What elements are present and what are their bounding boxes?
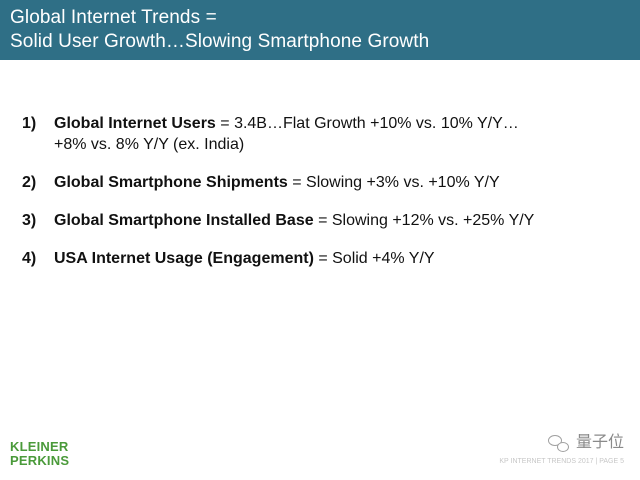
- bullet-item-1: 1) Global Internet Users = 3.4B…Flat Gro…: [22, 113, 622, 155]
- slide-header: Global Internet Trends = Solid User Grow…: [0, 0, 640, 60]
- bullet-number: 4): [22, 250, 37, 267]
- watermark-group: 量子位: [547, 434, 624, 468]
- bullet-text: Global Internet Users = 3.4B…Flat Growth…: [54, 113, 622, 155]
- wechat-bubble-small: [556, 442, 569, 452]
- bullet-bold-text: Global Internet Users: [54, 115, 216, 132]
- bullet-text: USA Internet Usage (Engagement) = Solid …: [54, 248, 622, 269]
- bullet-bold-text: Global Smartphone Installed Base: [54, 212, 314, 229]
- page-footer: KP INTERNET TRENDS 2017 | PAGE 5: [499, 458, 624, 465]
- bullet-text: Global Smartphone Installed Base = Slowi…: [54, 210, 622, 231]
- bullet-number: 1): [22, 115, 37, 132]
- watermark-text: 量子位: [575, 434, 624, 451]
- slide-title-line-2: Solid User Growth…Slowing Smartphone Gro…: [10, 31, 430, 52]
- bullet-list: 1) Global Internet Users = 3.4B…Flat Gro…: [22, 113, 622, 286]
- logo-line-2: PERKINS: [10, 453, 70, 468]
- bullet-rest-text: = Slowing +12% vs. +25% Y/Y: [313, 212, 535, 229]
- bullet-item-4: 4) USA Internet Usage (Engagement) = Sol…: [22, 248, 622, 269]
- bullet-second-line: +8% vs. 8% Y/Y (ex. India): [54, 136, 245, 153]
- bullet-number: 2): [22, 174, 37, 191]
- bullet-item-3: 3) Global Smartphone Installed Base = Sl…: [22, 210, 622, 231]
- bullet-text: Global Smartphone Shipments = Slowing +3…: [54, 172, 622, 193]
- wechat-icon: [547, 434, 570, 452]
- bullet-rest-text: = Slowing +3% vs. +10% Y/Y: [287, 174, 500, 191]
- bullet-rest-text: = Solid +4% Y/Y: [313, 250, 435, 267]
- wechat-bubble-large: [547, 435, 562, 446]
- slide-title-line-1: Global Internet Trends =: [10, 7, 217, 28]
- kleiner-perkins-logo: KLEINER PERKINS: [10, 440, 69, 468]
- bullet-number: 3): [22, 212, 37, 229]
- bullet-rest-text: = 3.4B…Flat Growth +10% vs. 10% Y/Y…: [215, 115, 519, 132]
- bullet-item-2: 2) Global Smartphone Shipments = Slowing…: [22, 172, 622, 193]
- bullet-bold-text: Global Smartphone Shipments: [54, 174, 288, 191]
- bullet-bold-text: USA Internet Usage (Engagement): [54, 250, 314, 267]
- logo-line-1: KLEINER: [10, 439, 69, 454]
